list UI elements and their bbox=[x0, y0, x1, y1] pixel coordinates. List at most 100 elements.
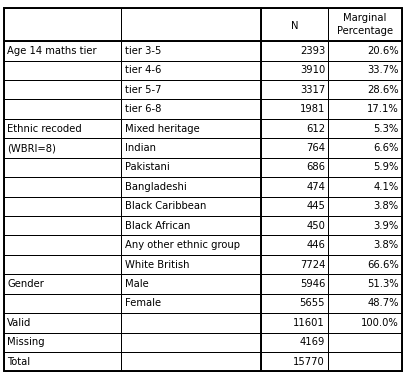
Text: 28.6%: 28.6% bbox=[366, 85, 398, 95]
Bar bbox=[328, 99, 401, 119]
Text: Black Caribbean: Black Caribbean bbox=[124, 201, 206, 211]
Bar bbox=[4, 138, 121, 158]
Bar bbox=[4, 255, 121, 274]
Text: 450: 450 bbox=[305, 221, 324, 231]
Bar bbox=[4, 332, 121, 352]
Bar bbox=[260, 119, 328, 138]
Text: N: N bbox=[290, 21, 298, 31]
Bar bbox=[260, 138, 328, 158]
Bar bbox=[328, 332, 401, 352]
Bar bbox=[121, 99, 260, 119]
Bar bbox=[121, 61, 260, 80]
Bar bbox=[121, 274, 260, 294]
Text: Female: Female bbox=[124, 298, 160, 309]
Bar bbox=[4, 177, 121, 197]
Text: 2393: 2393 bbox=[299, 46, 324, 56]
Text: 3.9%: 3.9% bbox=[373, 221, 398, 231]
Text: 20.6%: 20.6% bbox=[366, 46, 398, 56]
Bar bbox=[328, 216, 401, 235]
Bar bbox=[4, 158, 121, 177]
Bar bbox=[328, 41, 401, 61]
Bar bbox=[328, 294, 401, 313]
Text: 5.9%: 5.9% bbox=[373, 163, 398, 172]
Text: Indian: Indian bbox=[124, 143, 155, 153]
Text: 51.3%: 51.3% bbox=[366, 279, 398, 289]
Bar bbox=[4, 61, 121, 80]
Bar bbox=[328, 197, 401, 216]
Bar bbox=[121, 138, 260, 158]
Bar bbox=[328, 61, 401, 80]
Text: tier 4-6: tier 4-6 bbox=[124, 65, 161, 75]
Text: 1981: 1981 bbox=[299, 104, 324, 114]
Bar bbox=[328, 274, 401, 294]
Bar bbox=[121, 313, 260, 332]
Bar bbox=[328, 313, 401, 332]
Bar bbox=[4, 216, 121, 235]
Bar bbox=[121, 216, 260, 235]
Bar bbox=[328, 255, 401, 274]
Text: Pakistani: Pakistani bbox=[124, 163, 169, 172]
Text: 33.7%: 33.7% bbox=[366, 65, 398, 75]
Bar bbox=[260, 332, 328, 352]
Text: Mixed heritage: Mixed heritage bbox=[124, 124, 199, 134]
Text: 764: 764 bbox=[305, 143, 324, 153]
Bar bbox=[121, 235, 260, 255]
Bar bbox=[4, 80, 121, 99]
Bar bbox=[4, 8, 121, 41]
Bar bbox=[4, 41, 121, 61]
Bar bbox=[121, 41, 260, 61]
Text: (WBRI=8): (WBRI=8) bbox=[7, 143, 56, 153]
Bar bbox=[4, 294, 121, 313]
Text: White British: White British bbox=[124, 260, 189, 269]
Bar bbox=[121, 294, 260, 313]
Text: 446: 446 bbox=[305, 240, 324, 250]
Bar bbox=[328, 8, 401, 41]
Text: tier 6-8: tier 6-8 bbox=[124, 104, 161, 114]
Text: 7724: 7724 bbox=[299, 260, 324, 269]
Text: 474: 474 bbox=[305, 182, 324, 192]
Bar bbox=[260, 352, 328, 371]
Bar bbox=[121, 352, 260, 371]
Bar bbox=[121, 255, 260, 274]
Bar bbox=[260, 158, 328, 177]
Text: 5.3%: 5.3% bbox=[373, 124, 398, 134]
Text: Any other ethnic group: Any other ethnic group bbox=[124, 240, 239, 250]
Bar bbox=[328, 177, 401, 197]
Text: Total: Total bbox=[7, 357, 30, 367]
Bar bbox=[328, 80, 401, 99]
Text: 4169: 4169 bbox=[299, 337, 324, 347]
Bar bbox=[260, 274, 328, 294]
Text: Valid: Valid bbox=[7, 318, 32, 328]
Bar bbox=[121, 177, 260, 197]
Bar bbox=[4, 313, 121, 332]
Text: Gender: Gender bbox=[7, 279, 44, 289]
Text: 100.0%: 100.0% bbox=[360, 318, 398, 328]
Text: 66.6%: 66.6% bbox=[366, 260, 398, 269]
Bar bbox=[121, 332, 260, 352]
Text: 6.6%: 6.6% bbox=[373, 143, 398, 153]
Bar bbox=[121, 80, 260, 99]
Bar bbox=[260, 255, 328, 274]
Text: 3910: 3910 bbox=[299, 65, 324, 75]
Text: tier 3-5: tier 3-5 bbox=[124, 46, 161, 56]
Bar bbox=[260, 99, 328, 119]
Bar bbox=[4, 197, 121, 216]
Text: 3.8%: 3.8% bbox=[373, 201, 398, 211]
Bar bbox=[260, 80, 328, 99]
Bar bbox=[4, 352, 121, 371]
Bar bbox=[4, 274, 121, 294]
Text: Ethnic recoded: Ethnic recoded bbox=[7, 124, 82, 134]
Bar bbox=[4, 99, 121, 119]
Text: Black African: Black African bbox=[124, 221, 190, 231]
Bar bbox=[328, 119, 401, 138]
Text: 4.1%: 4.1% bbox=[373, 182, 398, 192]
Bar bbox=[121, 119, 260, 138]
Bar bbox=[260, 177, 328, 197]
Text: 5655: 5655 bbox=[299, 298, 324, 309]
Text: tier 5-7: tier 5-7 bbox=[124, 85, 161, 95]
Text: 3317: 3317 bbox=[299, 85, 324, 95]
Bar bbox=[260, 41, 328, 61]
Bar bbox=[328, 235, 401, 255]
Text: Bangladeshi: Bangladeshi bbox=[124, 182, 186, 192]
Text: 686: 686 bbox=[305, 163, 324, 172]
